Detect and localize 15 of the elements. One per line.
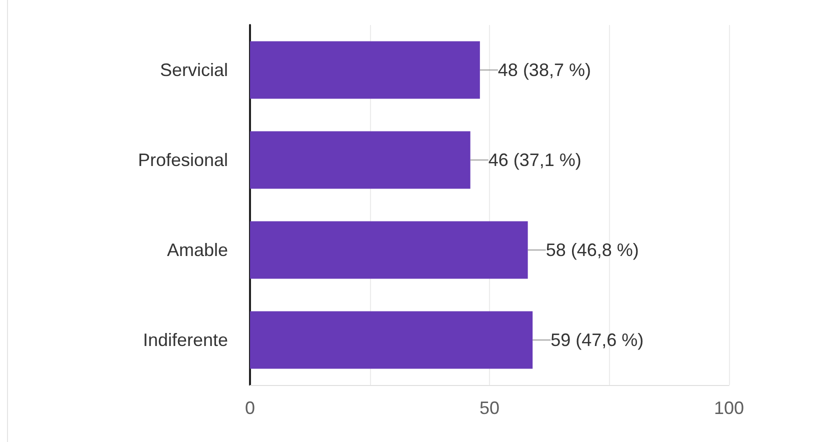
bar	[250, 41, 480, 99]
data-label: 59 (47,6 %)	[550, 330, 644, 350]
x-tick-label: 100	[714, 398, 744, 418]
y-tick-label: Servicial	[160, 60, 228, 80]
bar	[250, 311, 533, 369]
data-label: 48 (38,7 %)	[498, 60, 591, 80]
x-tick-label: 0	[244, 398, 256, 418]
y-tick-label: Profesional	[138, 150, 228, 170]
y-tick-label: Indiferente	[142, 330, 228, 350]
y-tick-label: Amable	[166, 240, 228, 260]
bar	[250, 131, 470, 189]
bar	[250, 221, 528, 279]
data-label: 46 (37,1 %)	[488, 150, 582, 170]
x-tick-label: 50	[479, 398, 500, 418]
data-label: 58 (46,8 %)	[546, 240, 639, 260]
